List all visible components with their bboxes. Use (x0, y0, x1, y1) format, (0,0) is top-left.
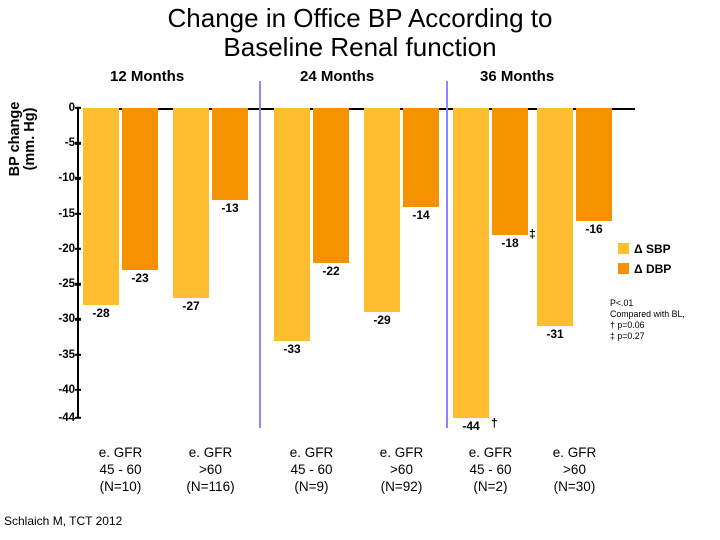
title-line-1: Change in Office BP According to (168, 3, 553, 33)
panel-36m: 36 Months (480, 68, 554, 85)
bar-value: -23 (122, 270, 158, 285)
ddagger-mark: ‡ (529, 227, 536, 241)
y-tick: -15 (54, 208, 75, 220)
bar-sbp-g1: -27 (173, 108, 209, 298)
y-tick: -44 (54, 412, 75, 424)
bar-value: -29 (364, 312, 400, 327)
bar-sbp-g5: -31 (537, 108, 573, 326)
bar-value: -18 (492, 235, 528, 250)
reference-citation: Schlaich M, TCT 2012 (4, 514, 122, 528)
bar-value: -44 (453, 418, 489, 433)
bar-sbp-g3: -29 (364, 108, 400, 312)
bar-value: -27 (173, 298, 209, 313)
bar-dbp-g2: -22 (313, 108, 349, 263)
chart-title: Change in Office BP According to Baselin… (0, 0, 720, 68)
legend-dbp: DBP (618, 262, 671, 276)
footnote: P<.01 Compared with BL, † p=0.06 ‡ p=0.2… (610, 298, 718, 342)
x-category-g3: e. GFR>60(N=92) (362, 445, 442, 496)
y-tick: -40 (54, 384, 75, 396)
bar-value: -28 (83, 305, 119, 320)
bar-value: -22 (313, 263, 349, 278)
y-tick: -25 (54, 278, 75, 290)
bar-dbp-g0: -23 (122, 108, 158, 270)
legend-dbp-swatch (618, 263, 629, 274)
y-tick: -20 (54, 243, 75, 255)
bar-dbp-g3: -14 (403, 108, 439, 207)
panel-separator (446, 81, 448, 428)
x-category-g1: e. GFR>60(N=116) (171, 445, 251, 496)
bar-value: -16 (576, 221, 612, 236)
bar-sbp-g4: -44 (453, 108, 489, 418)
chart-area: BP change (mm. Hg) 0-5-10-15-20-25-30-35… (54, 108, 610, 438)
legend-sbp: SBP (618, 242, 671, 256)
title-line-2: Baseline Renal function (223, 32, 496, 62)
y-tick: -10 (54, 172, 75, 184)
bar-value: -14 (403, 207, 439, 222)
bar-sbp-g0: -28 (83, 108, 119, 305)
bar-value: -33 (274, 341, 310, 356)
y-tick: -30 (54, 313, 75, 325)
panel-12m: 12 Months (110, 68, 184, 85)
bar-dbp-g1: -13 (212, 108, 248, 200)
y-axis-label: BP change (mm. Hg) (8, 74, 38, 204)
y-tick: 0 (54, 102, 75, 114)
bar-value: -31 (537, 326, 573, 341)
x-category-labels: e. GFR45 - 60(N=10)e. GFR>60(N=116) e. GF… (0, 445, 720, 505)
bar-value: -13 (212, 200, 248, 215)
x-category-g5: e. GFR>60(N=30) (535, 445, 615, 496)
legend-sbp-swatch (618, 243, 629, 254)
bar-sbp-g2: -33 (274, 108, 310, 341)
x-category-g4: e. GFR45 - 60(N=2) (451, 445, 531, 496)
x-category-g2: e. GFR45 - 60(N=9) (272, 445, 352, 496)
panel-24m: 24 Months (300, 68, 374, 85)
bar-dbp-g4: -18 (492, 108, 528, 235)
x-category-g0: e. GFR45 - 60(N=10) (81, 445, 161, 496)
panel-labels: 12 Months 24 Months 36 Months (0, 68, 720, 88)
panel-separator (259, 81, 261, 428)
dagger-mark: † (491, 416, 498, 430)
y-tick: -35 (54, 349, 75, 361)
y-tick: -5 (54, 137, 75, 149)
bar-dbp-g5: -16 (576, 108, 612, 221)
